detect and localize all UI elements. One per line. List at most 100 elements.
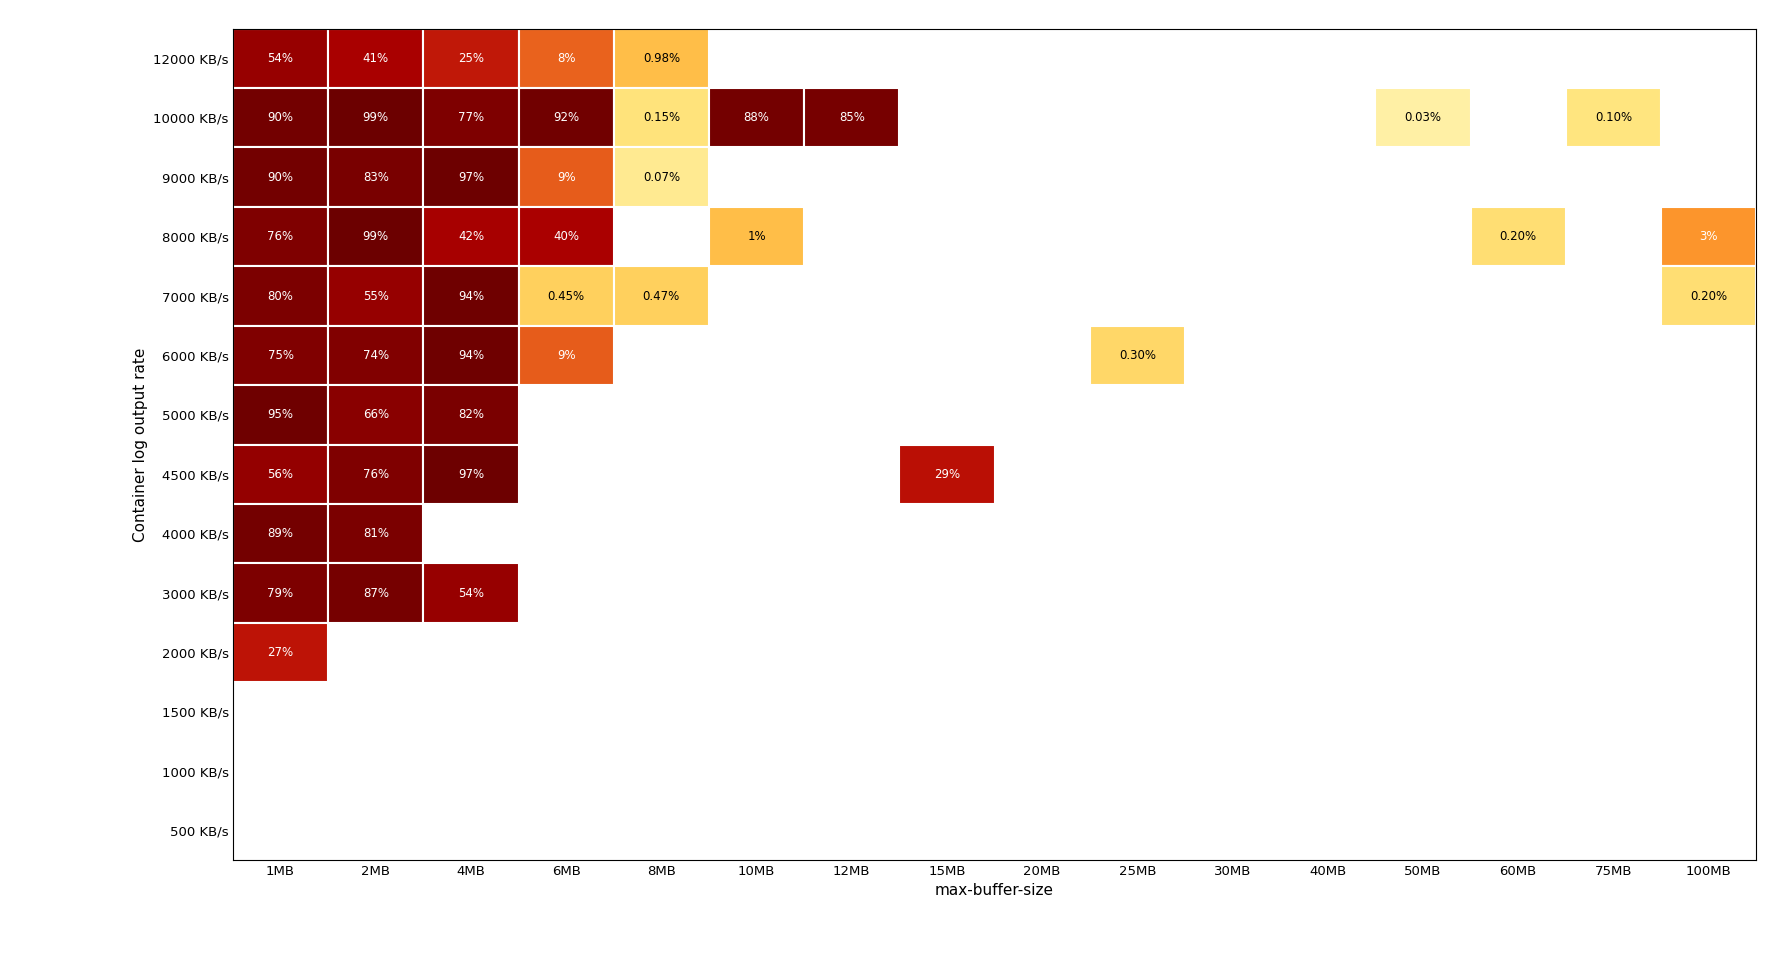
Bar: [423, 147, 518, 206]
Text: 77%: 77%: [459, 111, 484, 124]
Bar: [613, 267, 710, 326]
Text: 3%: 3%: [1699, 230, 1719, 243]
Bar: [328, 147, 423, 206]
Text: 99%: 99%: [362, 111, 389, 124]
Bar: [233, 563, 328, 622]
Text: 94%: 94%: [459, 349, 484, 362]
Bar: [1661, 267, 1756, 326]
Bar: [518, 88, 613, 147]
Text: 76%: 76%: [267, 230, 294, 243]
Bar: [423, 88, 518, 147]
Text: 0.15%: 0.15%: [643, 111, 679, 124]
Text: 90%: 90%: [267, 171, 294, 184]
Text: 97%: 97%: [459, 467, 484, 481]
Text: 99%: 99%: [362, 230, 389, 243]
Text: 0.20%: 0.20%: [1500, 230, 1538, 243]
Bar: [805, 88, 900, 147]
Bar: [328, 206, 423, 267]
Bar: [328, 29, 423, 88]
Bar: [423, 385, 518, 445]
Text: 27%: 27%: [267, 646, 294, 659]
Text: 25%: 25%: [459, 52, 484, 65]
Bar: [233, 88, 328, 147]
Bar: [328, 326, 423, 385]
Bar: [233, 147, 328, 206]
Text: 29%: 29%: [934, 467, 961, 481]
Text: 79%: 79%: [267, 587, 294, 599]
Bar: [613, 147, 710, 206]
Text: 66%: 66%: [362, 408, 389, 422]
Text: 75%: 75%: [267, 349, 294, 362]
Bar: [710, 206, 805, 267]
Text: 81%: 81%: [362, 527, 389, 540]
Bar: [613, 29, 710, 88]
Bar: [233, 445, 328, 504]
Text: 0.47%: 0.47%: [643, 290, 679, 302]
Text: 87%: 87%: [362, 587, 389, 599]
Text: 9%: 9%: [557, 349, 575, 362]
Bar: [1471, 206, 1566, 267]
Text: 76%: 76%: [362, 467, 389, 481]
Text: 97%: 97%: [459, 171, 484, 184]
Text: 94%: 94%: [459, 290, 484, 302]
Text: 42%: 42%: [459, 230, 484, 243]
Text: 54%: 54%: [459, 587, 484, 599]
Text: 40%: 40%: [554, 230, 579, 243]
Text: 0.10%: 0.10%: [1595, 111, 1633, 124]
Bar: [233, 385, 328, 445]
Bar: [423, 326, 518, 385]
Bar: [233, 267, 328, 326]
Text: 92%: 92%: [554, 111, 579, 124]
Text: 89%: 89%: [267, 527, 294, 540]
Text: 0.03%: 0.03%: [1405, 111, 1441, 124]
Text: 8%: 8%: [557, 52, 575, 65]
Bar: [423, 206, 518, 267]
Bar: [233, 622, 328, 683]
Bar: [328, 445, 423, 504]
Bar: [518, 147, 613, 206]
Bar: [233, 326, 328, 385]
Bar: [518, 267, 613, 326]
Text: 55%: 55%: [362, 290, 389, 302]
Bar: [518, 206, 613, 267]
Bar: [423, 267, 518, 326]
Text: 0.07%: 0.07%: [643, 171, 679, 184]
X-axis label: max-buffer-size: max-buffer-size: [935, 883, 1054, 898]
Text: 95%: 95%: [267, 408, 294, 422]
Bar: [710, 88, 805, 147]
Bar: [1566, 88, 1661, 147]
Bar: [233, 206, 328, 267]
Bar: [328, 88, 423, 147]
Bar: [1376, 88, 1471, 147]
Text: 41%: 41%: [362, 52, 389, 65]
Bar: [900, 445, 995, 504]
Bar: [1661, 206, 1756, 267]
Text: 0.20%: 0.20%: [1690, 290, 1727, 302]
Bar: [328, 504, 423, 563]
Bar: [423, 445, 518, 504]
Text: 54%: 54%: [267, 52, 294, 65]
Bar: [613, 88, 710, 147]
Text: 74%: 74%: [362, 349, 389, 362]
Bar: [423, 563, 518, 622]
Text: 85%: 85%: [839, 111, 866, 124]
Bar: [233, 29, 328, 88]
Bar: [1090, 326, 1185, 385]
Bar: [423, 29, 518, 88]
Y-axis label: Container log output rate: Container log output rate: [133, 347, 147, 542]
Text: 0.45%: 0.45%: [548, 290, 584, 302]
Bar: [328, 563, 423, 622]
Text: 0.98%: 0.98%: [643, 52, 679, 65]
Text: 90%: 90%: [267, 111, 294, 124]
Text: 83%: 83%: [362, 171, 389, 184]
Bar: [328, 267, 423, 326]
Bar: [518, 29, 613, 88]
Bar: [233, 504, 328, 563]
Text: 56%: 56%: [267, 467, 294, 481]
Text: 88%: 88%: [744, 111, 769, 124]
Text: 82%: 82%: [459, 408, 484, 422]
Text: 9%: 9%: [557, 171, 575, 184]
Bar: [518, 326, 613, 385]
Text: 1%: 1%: [747, 230, 765, 243]
Bar: [328, 385, 423, 445]
